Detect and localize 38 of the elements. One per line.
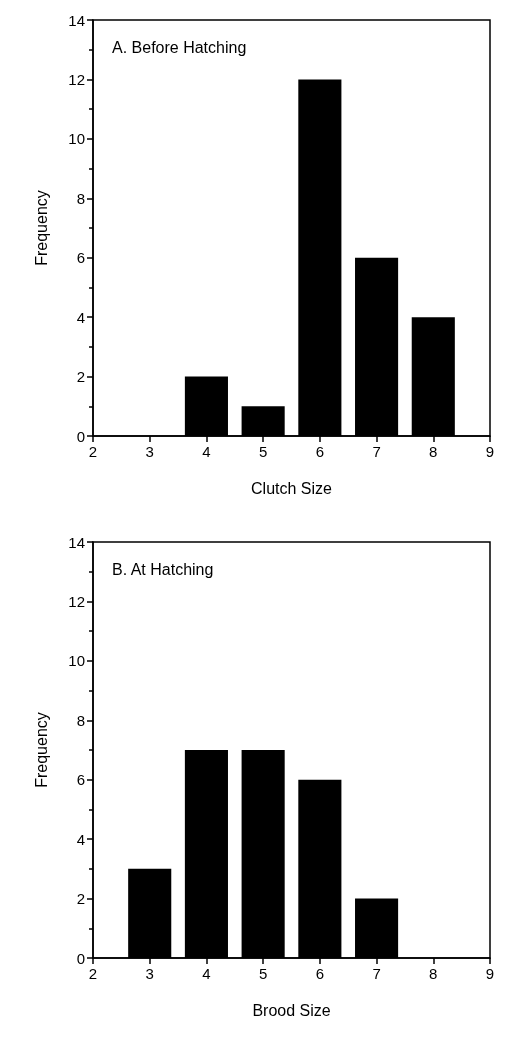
y-tick-label: 14 <box>68 533 85 551</box>
x-tick-label: 3 <box>145 443 154 460</box>
y-tick-label: 6 <box>76 249 85 267</box>
x-tick-label: 4 <box>202 965 211 982</box>
x-axis-title: Clutch Size <box>251 479 333 497</box>
x-tick-label: 7 <box>372 443 381 460</box>
y-tick-label: 12 <box>68 592 85 610</box>
y-tick-label: 2 <box>76 368 85 386</box>
y-tick-label: 4 <box>76 830 85 848</box>
y-tick-label: 4 <box>76 308 85 326</box>
y-tick-label: 10 <box>68 652 85 670</box>
y-tick-label: 14 <box>68 11 85 29</box>
x-tick-label: 9 <box>485 965 495 982</box>
y-tick-label: 2 <box>76 890 85 908</box>
y-tick-label: 0 <box>76 427 85 445</box>
y-tick-label: 8 <box>76 189 85 207</box>
y-tick-label: 0 <box>76 949 85 967</box>
x-tick-label: 2 <box>88 965 98 982</box>
y-tick-label: 8 <box>76 711 85 729</box>
x-tick-label: 8 <box>429 443 438 460</box>
y-axis-title: Frequency <box>32 712 50 788</box>
text: B. At Hatching <box>112 560 214 578</box>
x-tick-label: 4 <box>202 443 211 460</box>
text: A. Before Hatching <box>112 38 247 56</box>
y-tick-label: 10 <box>68 130 85 148</box>
x-tick-label: 6 <box>315 965 325 982</box>
x-tick-label: 8 <box>429 965 438 982</box>
x-tick-label: 7 <box>372 965 381 982</box>
x-tick-label: 6 <box>315 443 325 460</box>
y-tick-label: 6 <box>76 771 85 789</box>
x-tick-label: 5 <box>258 443 268 460</box>
y-axis-title: Frequency <box>32 190 50 266</box>
x-tick-label: 5 <box>258 965 268 982</box>
x-tick-label: 2 <box>88 443 98 460</box>
x-axis-title: Brood Size <box>252 1001 331 1019</box>
y-tick-label: 12 <box>68 70 85 88</box>
x-tick-label: 3 <box>145 965 154 982</box>
x-tick-label: 9 <box>485 443 495 460</box>
